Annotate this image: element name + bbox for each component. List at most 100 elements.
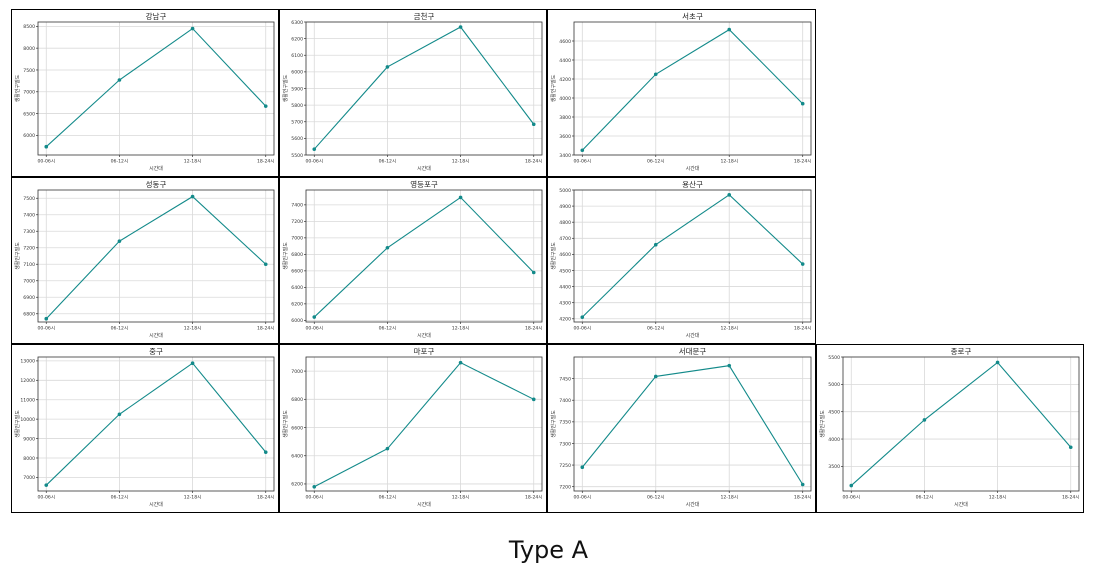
data-point — [190, 194, 195, 199]
chart-title: 용산구 — [682, 179, 703, 189]
x-tick-label: 18-24시 — [525, 495, 543, 501]
y-tick-label: 6800 — [291, 397, 303, 403]
y-axis-label: 생활인구밀도 — [550, 74, 557, 102]
chart-title: 강남구 — [146, 11, 167, 21]
y-tick-label: 6200 — [291, 302, 303, 308]
y-tick-label: 13000 — [20, 359, 35, 365]
x-axis-label: 시간대 — [686, 332, 700, 339]
x-tick-label: 12-18시 — [184, 495, 202, 501]
x-tick-label: 06-12시 — [647, 326, 665, 332]
data-point — [800, 101, 805, 106]
y-tick-label: 5500 — [828, 355, 840, 361]
x-axis-label: 시간대 — [149, 165, 163, 172]
y-tick-label: 4300 — [559, 300, 571, 306]
x-tick-label: 00-06시 — [574, 326, 592, 332]
y-tick-label: 6100 — [291, 53, 303, 59]
data-point — [531, 270, 536, 275]
data-point — [580, 465, 585, 470]
x-tick-label: 18-24시 — [525, 159, 543, 165]
y-axis-label: 생활인구밀도 — [14, 410, 21, 438]
x-tick-label: 12-18시 — [184, 326, 202, 332]
x-tick-label: 06-12시 — [111, 159, 129, 165]
x-tick-label: 18-24시 — [257, 495, 275, 501]
data-point — [458, 195, 463, 200]
data-point — [800, 482, 805, 487]
y-axis-label: 생활인구밀도 — [282, 74, 289, 102]
y-tick-label: 4700 — [559, 236, 571, 242]
data-point — [995, 360, 1000, 365]
x-tick-label: 18-24시 — [257, 326, 275, 332]
chart-title: 서초구 — [682, 12, 703, 21]
y-tick-label: 7200 — [291, 219, 303, 225]
series-line — [581, 194, 804, 318]
data-point — [263, 104, 268, 108]
data-point — [44, 144, 49, 149]
y-tick-label: 7100 — [23, 262, 35, 268]
x-tick-label: 18-24시 — [525, 326, 543, 332]
y-tick-label: 6500 — [23, 111, 35, 117]
y-axis-label: 생활인구밀도 — [14, 242, 21, 270]
y-tick-label: 6800 — [23, 312, 35, 318]
chart-title: 종로구 — [951, 347, 972, 356]
x-tick-label: 00-06시 — [37, 326, 55, 332]
series-line — [581, 365, 804, 485]
y-tick-label: 7500 — [23, 68, 35, 74]
y-axis-label: 생활인구밀도 — [550, 242, 557, 270]
data-point — [44, 483, 49, 487]
line-chart: 중구 7000 8000 9000 10000 11000 12000 13000 00-06시… — [14, 347, 275, 508]
data-point — [385, 446, 390, 451]
y-axis-label: 생활인구밀도 — [819, 410, 826, 438]
y-tick-label: 5500 — [291, 153, 303, 159]
plot-frame — [842, 356, 1080, 492]
chart-panel: 용산구 4200 4300 4400 4500 4600 4700 4800 4900 5000 0… — [547, 177, 816, 344]
chart-panel: 금천구 5500 5600 5700 5800 5900 6000 6100 6200 6300 0… — [279, 9, 547, 177]
y-tick-label: 5600 — [291, 136, 303, 142]
y-tick-label: 4000 — [559, 96, 571, 102]
data-point — [385, 65, 390, 69]
data-point — [653, 72, 658, 77]
x-tick-label: 06-12시 — [379, 159, 397, 165]
chart-panel: 영등포구 6000 6200 6400 6600 6800 7000 7200 7400 00-0… — [279, 177, 547, 344]
y-tick-label: 7200 — [23, 246, 35, 252]
y-tick-label: 7300 — [23, 229, 35, 235]
x-tick-label: 00-06시 — [574, 159, 592, 165]
data-point — [1068, 445, 1073, 450]
data-point — [922, 418, 927, 422]
x-tick-label: 12-18시 — [720, 159, 738, 165]
y-tick-label: 4500 — [828, 409, 840, 415]
y-tick-label: 6000 — [23, 133, 35, 139]
line-chart: 서대문구 7200 7250 7300 7350 7400 7450 00-06시 06-12시… — [550, 347, 812, 508]
y-tick-label: 6200 — [291, 36, 303, 42]
x-tick-label: 06-12시 — [916, 495, 934, 501]
chart-panel: 마포구 6200 6400 6600 6800 7000 00-06시 06-12시 12-18… — [279, 344, 547, 513]
x-tick-label: 00-06시 — [37, 495, 55, 501]
series-line — [581, 28, 804, 151]
x-tick-label: 06-12시 — [647, 495, 665, 501]
chart-title: 서대문구 — [679, 347, 707, 356]
y-tick-label: 4400 — [559, 58, 571, 64]
y-tick-label: 7500 — [23, 196, 35, 202]
y-tick-label: 3500 — [828, 464, 840, 470]
y-tick-label: 6600 — [291, 269, 303, 275]
y-tick-label: 4000 — [828, 437, 840, 443]
x-tick-label: 06-12시 — [379, 326, 397, 332]
y-tick-label: 5000 — [559, 188, 571, 194]
y-tick-label: 4200 — [559, 317, 571, 323]
data-point — [117, 239, 122, 243]
x-tick-label: 06-12시 — [111, 495, 129, 501]
chart-title: 영등포구 — [410, 179, 438, 189]
x-tick-label: 18-24시 — [794, 495, 812, 501]
line-chart: 마포구 6200 6400 6600 6800 7000 00-06시 06-12시 12-18… — [282, 347, 543, 508]
plot-frame — [37, 356, 275, 492]
data-point — [117, 78, 122, 82]
chart-panel: 중구 7000 8000 9000 10000 11000 12000 13000 00-06시… — [11, 344, 279, 513]
y-axis-label: 생활인구밀도 — [282, 242, 289, 270]
y-tick-label: 7000 — [23, 90, 35, 96]
y-tick-label: 7400 — [23, 213, 35, 219]
data-point — [263, 262, 268, 267]
y-tick-label: 6900 — [23, 295, 35, 301]
chart-title: 중구 — [149, 347, 163, 356]
plot-frame — [37, 189, 275, 323]
x-tick-label: 00-06시 — [305, 326, 323, 332]
x-tick-label: 06-12시 — [647, 159, 665, 165]
